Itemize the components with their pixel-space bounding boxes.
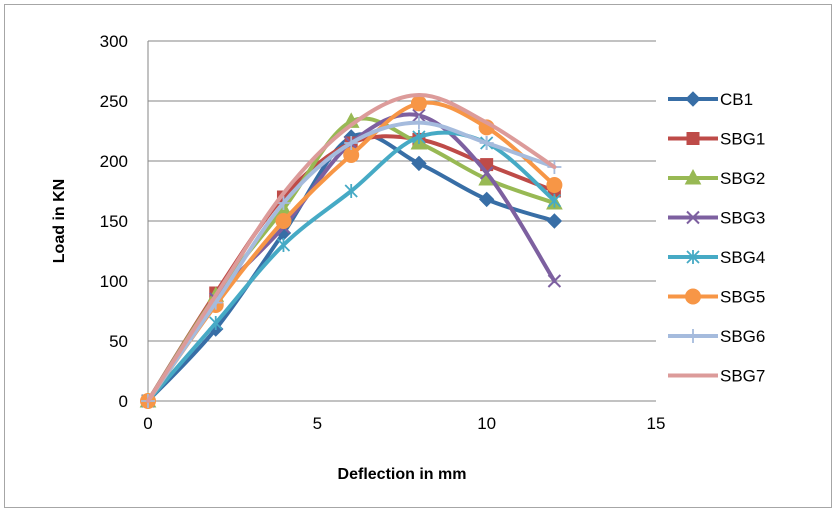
x-axis-title: Deflection in mm (338, 466, 467, 483)
y-tick-label: 200 (100, 152, 128, 171)
series-line (146, 134, 557, 403)
data-point (276, 196, 291, 210)
series-sbg7 (146, 92, 557, 403)
legend-marker (684, 168, 702, 185)
legend-item-sbg3: SBG3 (668, 209, 765, 228)
y-tick-label: 100 (100, 272, 128, 291)
data-point (275, 213, 292, 229)
legend-marker (686, 250, 700, 264)
x-tick-label: 5 (313, 414, 322, 433)
data-point (478, 191, 495, 208)
y-axis-title: Load in KN (51, 179, 68, 263)
legend-label: SBG6 (720, 327, 765, 346)
legend-item-sbg7: SBG7 (668, 367, 765, 386)
x-tick-label: 15 (647, 414, 666, 433)
data-point (209, 316, 223, 330)
legend-marker (685, 91, 701, 107)
data-point (344, 184, 358, 198)
axes: 0 50 100 150 200 250 300 0 5 10 15 (100, 32, 666, 433)
legend-item-sbg5: SBG5 (668, 288, 765, 307)
legend-item-sbg1: SBG1 (668, 130, 765, 149)
series-sbg1 (141, 132, 561, 408)
legend-label: SBG3 (720, 209, 765, 228)
legend-item-sbg2: SBG2 (668, 168, 765, 188)
gridlines (148, 40, 656, 402)
legend-label: SBG4 (720, 248, 765, 267)
data-point (546, 177, 563, 193)
data-point (547, 193, 562, 208)
legend-label: SBG7 (720, 367, 765, 386)
series-sbg4 (141, 130, 562, 408)
legend-marker (686, 329, 700, 343)
y-tick-label: 150 (100, 212, 128, 231)
series-line (146, 120, 557, 403)
legend-label: SBG2 (720, 169, 765, 188)
data-point (412, 130, 426, 144)
series-sbg6 (141, 115, 562, 408)
series-cb1 (140, 129, 563, 409)
legend-item-sbg4: SBG4 (668, 248, 765, 267)
data-point (410, 95, 427, 112)
legend-marker (686, 210, 700, 225)
y-tick-label: 0 (119, 392, 128, 411)
legend-item-sbg6: SBG6 (668, 327, 765, 346)
legend-item-cb1: CB1 (668, 90, 753, 109)
y-tick-label: 50 (109, 332, 128, 351)
series-line (146, 92, 557, 403)
x-tick-label: 10 (477, 414, 496, 433)
data-point (276, 238, 291, 252)
y-tick-label: 250 (100, 92, 128, 111)
x-tick-label: 0 (143, 414, 152, 433)
series-line (146, 132, 557, 403)
data-point (412, 108, 426, 123)
series-group (139, 92, 563, 409)
legend-marker (685, 288, 701, 305)
data-point (479, 166, 494, 180)
data-point (479, 136, 494, 150)
legend: CB1 SBG1 SBG2 SBG3 SBG4 SBG5 SBG6 SBG7 (668, 90, 765, 386)
data-point (411, 155, 427, 172)
data-point (547, 274, 562, 288)
legend-label: CB1 (720, 90, 753, 109)
data-point (411, 115, 426, 130)
legend-label: SBG1 (720, 130, 765, 149)
data-point (344, 136, 359, 150)
data-point (546, 213, 563, 229)
legend-label: SBG5 (720, 288, 765, 307)
legend-marker (686, 132, 700, 145)
series-line (146, 130, 557, 403)
y-tick-label: 300 (100, 32, 128, 51)
